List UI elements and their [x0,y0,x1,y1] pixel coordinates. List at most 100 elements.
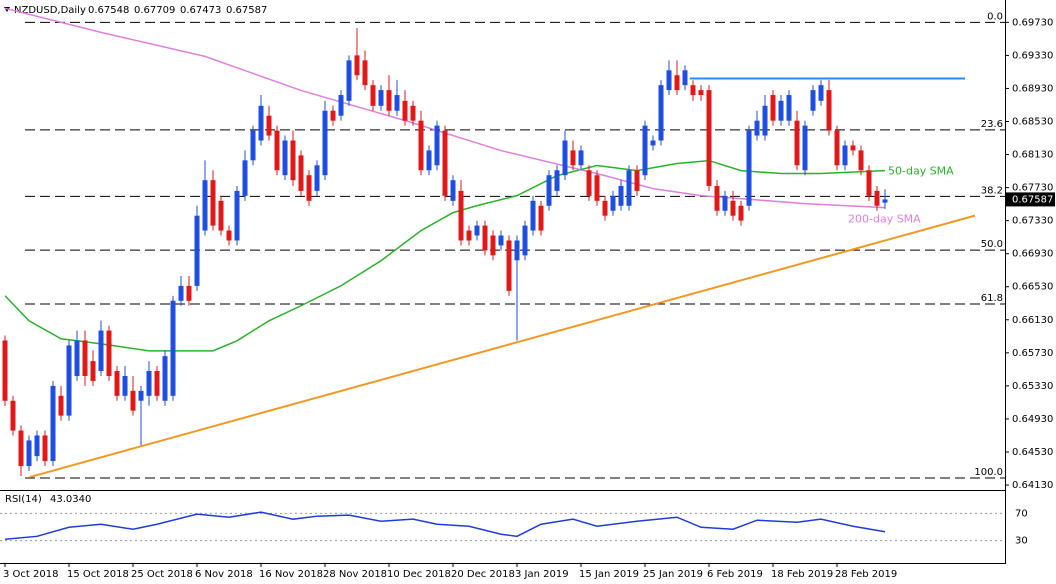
candle-body [642,125,648,176]
candle-body [26,440,32,467]
candle-body [250,130,256,161]
candle-body [442,130,448,196]
y-tick-label: 0.68930 [1012,83,1053,94]
candle-body [522,225,528,256]
candle-body [802,125,808,171]
x-tick-label: 18 Feb 2019 [771,569,833,580]
y-tick-label: 0.68530 [1012,116,1053,127]
y-tick-label: 0.65730 [1012,348,1053,359]
candle-body [770,95,776,121]
x-tick-label: 15 Oct 2018 [67,569,129,580]
fib-label: 38.2 [981,185,1003,196]
candle-body [482,225,488,251]
candle-body [306,175,312,201]
candle-body [322,110,328,176]
candle-body [162,356,168,401]
candle-body [778,100,784,121]
candle-body [826,90,832,131]
x-tick-label: 10 Dec 2018 [387,569,451,580]
candle-body [834,130,840,166]
candle-body [386,90,392,111]
candle-body [402,100,408,121]
y-tick-label: 0.64530 [1012,447,1053,458]
x-tick-label: 16 Nov 2018 [259,569,323,580]
candle-body [754,120,760,136]
candle-body [874,190,880,206]
candle-body [674,75,680,91]
x-tick-label: 28 Nov 2018 [323,569,387,580]
candle-body [546,175,552,206]
candle-body [194,215,200,286]
candle-body [626,170,632,206]
x-tick-label: 20 Dec 2018 [451,569,515,580]
candle-body [634,170,640,191]
candle-body [330,110,336,121]
header-close: 0.67587 [226,5,267,16]
candle-body [34,435,40,457]
candle-body [706,90,712,186]
candle-body [730,200,736,216]
fib-label: 23.6 [981,119,1003,130]
candle-body [226,230,232,241]
x-tick-label: 3 Oct 2018 [3,569,58,580]
candle-body [258,105,264,141]
price-tag-label: 0.67587 [1012,194,1053,205]
rsi-line [4,511,886,541]
candle-body [178,285,184,301]
candle-body [10,400,16,431]
fib-label: 0.0 [987,11,1003,22]
candle-body [410,105,416,121]
candle-body [762,105,768,136]
candle-body [810,90,816,111]
candle-body [818,85,824,101]
candle-body [602,200,608,216]
candle-body [170,300,176,396]
candle-body [610,195,616,211]
candle-body [786,95,792,121]
y-tick-label: 0.68130 [1012,150,1053,161]
candle-body [338,95,344,116]
fib-label: 50.0 [981,239,1003,250]
candle-body [82,340,88,376]
candle-body [498,235,504,246]
candle-body [18,430,24,467]
candle-body [538,205,544,231]
candle-body [466,230,472,241]
rsi-tick-label: 70 [1015,508,1028,519]
y-tick-label: 0.64930 [1012,414,1053,425]
x-tick-label: 6 Feb 2019 [707,569,763,580]
y-tick-label: 0.67730 [1012,183,1053,194]
candle-body [682,70,688,86]
trend-line [29,214,976,478]
y-tick-label: 0.66530 [1012,282,1053,293]
candle-body [618,185,624,206]
candle-body [506,240,512,291]
candle-body [394,95,400,111]
candle-body [362,60,368,86]
candle-body [298,155,304,191]
candle-body [50,385,56,462]
x-tick-label: 3 Jan 2019 [515,569,569,580]
candle-body [346,60,352,101]
candle-body [114,371,120,396]
candle-body [130,390,136,411]
candle-body [418,120,424,171]
candle-body [2,340,8,401]
candle-body [746,130,752,206]
candle-body [722,195,728,211]
y-tick-label: 0.65330 [1012,381,1053,392]
x-tick-label: 6 Nov 2018 [195,569,253,580]
candle-body [210,180,216,226]
candle-body [570,150,576,166]
candle-body [794,120,800,166]
candle-body [274,130,280,171]
symbol: NZDUSD,Daily [14,5,86,16]
y-tick-label: 0.64130 [1012,480,1053,491]
candle-body [242,160,248,196]
candle-body [650,140,656,146]
rsi-current: 43.0340 [50,494,91,505]
x-tick-label: 28 Feb 2019 [835,569,897,580]
sma-label: 200-day SMA [848,213,921,226]
